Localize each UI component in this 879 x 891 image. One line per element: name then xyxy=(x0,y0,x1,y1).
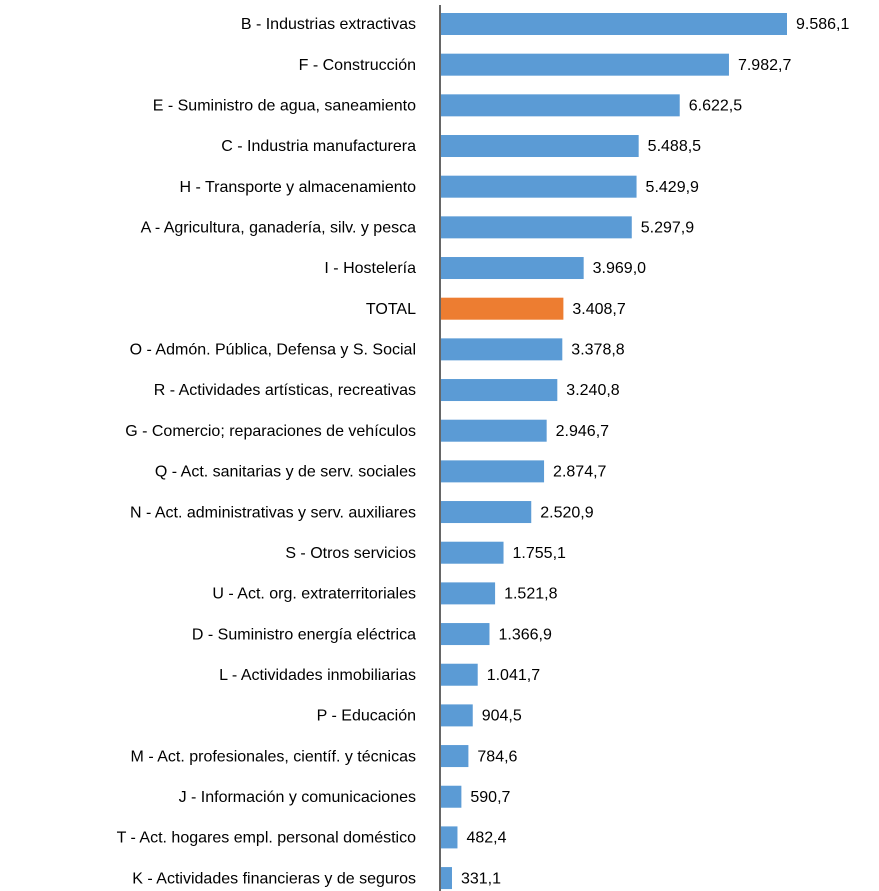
bar xyxy=(441,501,532,524)
value-label: 5.297,9 xyxy=(641,220,694,237)
value-label: 2.946,7 xyxy=(556,423,609,440)
bar xyxy=(441,135,639,158)
bar xyxy=(441,867,452,890)
bar xyxy=(441,745,469,768)
value-label: 331,1 xyxy=(461,870,501,887)
y-tick-label: Q - Act. sanitarias y de serv. sociales xyxy=(155,464,416,481)
bar xyxy=(441,94,680,117)
value-label: 1.521,8 xyxy=(504,586,557,603)
value-label: 6.622,5 xyxy=(689,98,742,115)
bar xyxy=(441,13,787,35)
value-label: 904,5 xyxy=(482,708,522,725)
y-tick-label: U - Act. org. extraterritoriales xyxy=(212,586,416,603)
y-tick-label: S - Otros servicios xyxy=(285,545,416,562)
bar xyxy=(441,460,545,483)
y-tick-label: T - Act. hogares empl. personal doméstic… xyxy=(117,830,417,847)
y-tick-label: J - Información y comunicaciones xyxy=(179,789,416,806)
y-tick-label: M - Act. profesionales, científ. y técni… xyxy=(131,748,416,765)
y-tick-label: D - Suministro energía eléctrica xyxy=(192,626,416,643)
value-label: 5.488,5 xyxy=(648,138,701,155)
bar xyxy=(441,216,632,239)
bar xyxy=(441,53,729,76)
bar xyxy=(441,663,478,686)
y-tick-label: K - Actividades financieras y de seguros xyxy=(132,870,416,887)
bar xyxy=(441,257,584,280)
y-tick-label: O - Admón. Pública, Defensa y S. Social xyxy=(130,342,416,359)
y-tick-label: R - Actividades artísticas, recreativas xyxy=(154,382,416,399)
bar xyxy=(441,541,504,564)
y-tick-label: E - Suministro de agua, saneamiento xyxy=(153,98,416,115)
y-tick-label: I - Hostelería xyxy=(324,260,416,277)
value-label: 1.041,7 xyxy=(487,667,540,684)
value-label: 3.378,8 xyxy=(571,342,624,359)
value-label: 3.240,8 xyxy=(566,382,619,399)
y-tick-label: H - Transporte y almacenamiento xyxy=(179,179,416,196)
bar xyxy=(441,338,563,361)
value-label: 3.408,7 xyxy=(572,301,625,318)
value-label: 482,4 xyxy=(466,830,506,847)
y-tick-label: N - Act. administrativas y serv. auxilia… xyxy=(130,504,416,521)
bar xyxy=(441,623,490,646)
y-tick-label: A - Agricultura, ganadería, silv. y pesc… xyxy=(141,220,417,237)
y-tick-label: G - Comercio; reparaciones de vehículos xyxy=(125,423,416,440)
y-tick-label: TOTAL xyxy=(366,301,416,318)
bar xyxy=(441,826,458,849)
y-tick-label: L - Actividades inmobiliarias xyxy=(219,667,416,684)
y-tick-label: C - Industria manufacturera xyxy=(221,138,416,155)
value-label: 9.586,1 xyxy=(796,16,849,33)
bar xyxy=(441,297,564,320)
bar xyxy=(441,704,473,727)
value-label: 784,6 xyxy=(477,748,517,765)
bar xyxy=(441,379,558,402)
value-label: 7.982,7 xyxy=(738,57,791,74)
value-label: 3.969,0 xyxy=(593,260,646,277)
bar xyxy=(441,175,637,198)
y-tick-label: B - Industrias extractivas xyxy=(241,16,416,33)
y-tick-label: P - Educación xyxy=(317,708,416,725)
value-label: 2.520,9 xyxy=(540,504,593,521)
bar xyxy=(441,785,462,808)
value-label: 590,7 xyxy=(470,789,510,806)
bar xyxy=(441,582,496,605)
bar xyxy=(441,419,547,442)
value-label: 1.366,9 xyxy=(498,626,551,643)
value-label: 1.755,1 xyxy=(513,545,566,562)
value-label: 2.874,7 xyxy=(553,464,606,481)
y-tick-label: F - Construcción xyxy=(299,57,416,74)
value-label: 5.429,9 xyxy=(646,179,699,196)
